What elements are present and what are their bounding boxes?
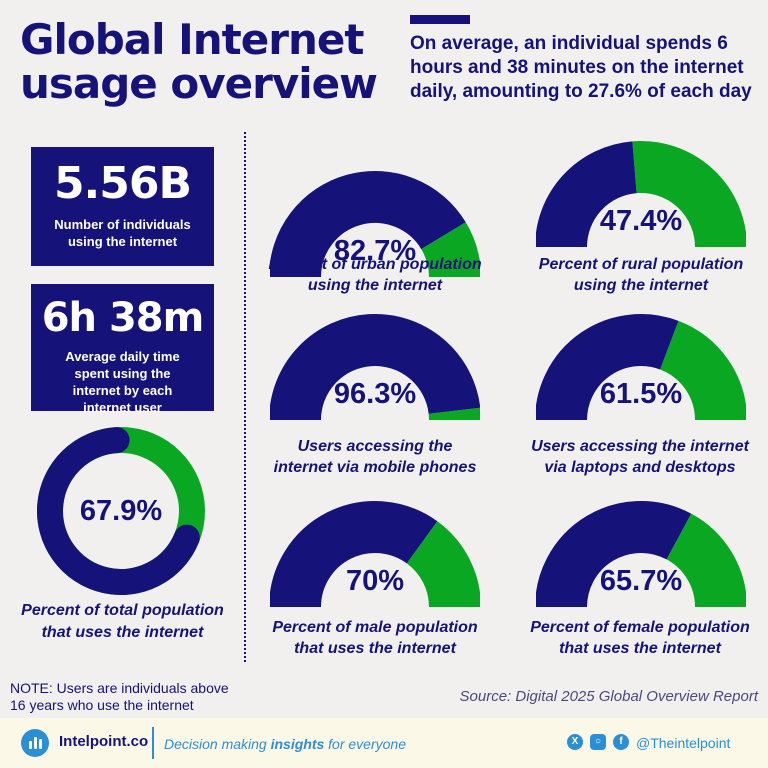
gauge-caption-line-2: using the internet xyxy=(307,277,443,294)
gauge-remainder-arc xyxy=(659,320,746,422)
donut-value-arc xyxy=(37,427,200,595)
stat-card-time: 6h 38m Average daily time spent using th… xyxy=(31,284,214,415)
gauge-value-arc xyxy=(536,501,692,609)
tagline: Decision making insights for everyone xyxy=(164,736,406,752)
gauge-remainder-arc xyxy=(428,407,480,421)
gauge-caption-mobile: Users accessing the internet via mobile p… xyxy=(250,436,500,478)
gauge-female: 65.7% xyxy=(536,500,746,610)
gauge-caption-line-2: that uses the internet xyxy=(294,640,456,657)
title-line-1: Global Internet xyxy=(20,15,364,64)
subtitle: On average, an individual spends 6 hours… xyxy=(410,33,752,102)
title-line-2: usage overview xyxy=(20,59,378,108)
stat-value-time: 6h 38m xyxy=(41,295,205,341)
gauge-value-arc xyxy=(270,171,466,279)
bar-chart-logo-icon xyxy=(21,729,49,757)
stat-label-users: Number of individuals using the internet xyxy=(54,217,191,249)
gauge-caption-female: Percent of female population that uses th… xyxy=(512,617,768,659)
note: NOTE: Users are individuals above 16 yea… xyxy=(10,680,229,714)
gauge-value-arc xyxy=(270,314,480,421)
gauge-caption-urban: Percent of urban population using the int… xyxy=(250,254,500,296)
social-handle[interactable]: @Theintelpoint xyxy=(636,735,731,751)
gauge-remainder-arc xyxy=(405,521,480,609)
gauge-chart-female xyxy=(536,501,746,609)
column-divider xyxy=(244,132,246,662)
gauge-remainder-arc xyxy=(665,513,746,609)
stat-label-time: Average daily time spent using the inter… xyxy=(65,349,180,415)
gauge-percent-label: 96.3% xyxy=(333,378,417,410)
facebook-icon[interactable]: f xyxy=(613,734,629,750)
footer-divider xyxy=(152,727,154,759)
tagline-emphasis: insights xyxy=(270,736,325,752)
gauge-mobile: 96.3% xyxy=(270,313,480,423)
gauge-laptop: 61.5% xyxy=(536,313,746,423)
gauge-value-arc xyxy=(536,314,679,422)
donut-chart xyxy=(37,427,205,595)
gauge-percent-label: 70% xyxy=(345,565,405,597)
note-line-2: 16 years who use the internet xyxy=(10,697,194,713)
gauge-urban: 82.7% xyxy=(270,170,480,280)
accent-bar xyxy=(410,15,470,24)
source-citation: Source: Digital 2025 Global Overview Rep… xyxy=(459,688,758,705)
gauge-percent-label: 61.5% xyxy=(599,378,683,410)
gauge-percent-label: 65.7% xyxy=(599,565,683,597)
note-line-1: NOTE: Users are individuals above xyxy=(10,680,229,696)
gauge-caption-line-2: internet via mobile phones xyxy=(273,459,477,476)
gauge-remainder-arc xyxy=(420,222,480,279)
gauge-male: 70% xyxy=(270,500,480,610)
gauge-percent-label: 82.7% xyxy=(333,235,417,267)
gauge-chart-urban xyxy=(270,171,480,279)
gauge-percent-label: 47.4% xyxy=(599,205,683,237)
page-title: Global Internet usage overview xyxy=(20,15,378,108)
gauge-caption-line-1: Users accessing the internet xyxy=(531,438,749,455)
gauge-caption-line-1: Percent of female population xyxy=(530,619,750,636)
gauge-chart-laptop xyxy=(536,314,746,422)
x-icon[interactable]: X xyxy=(567,734,583,750)
gauge-chart-male xyxy=(270,501,480,609)
gauge-caption-laptop: Users accessing the internet via laptops … xyxy=(512,436,768,478)
gauge-caption-line-2: using the internet xyxy=(573,277,709,294)
gauge-caption-line-2: via laptops and desktops xyxy=(544,459,736,476)
gauge-caption-rural: Percent of rural population using the int… xyxy=(516,254,766,296)
donut-total-population: 67.9% xyxy=(36,426,206,596)
gauge-caption-line-1: Users accessing the xyxy=(297,438,453,455)
gauge-rural: 47.4% xyxy=(536,140,746,250)
stat-card-users: 5.56B Number of individuals using the in… xyxy=(31,147,214,266)
gauge-value-arc xyxy=(536,141,638,249)
gauge-value-arc xyxy=(270,501,438,609)
brand-name[interactable]: Intelpoint.co xyxy=(59,733,149,750)
stat-value-users: 5.56B xyxy=(53,158,192,209)
tagline-end: for everyone xyxy=(324,736,406,752)
gauge-chart-mobile xyxy=(270,314,480,421)
gauge-caption-male: Percent of male population that uses the … xyxy=(250,617,500,659)
gauge-caption-line-1: Percent of rural population xyxy=(538,256,744,273)
gauge-caption-line-1: Percent of urban population xyxy=(268,256,482,273)
instagram-icon[interactable]: ○ xyxy=(590,734,606,750)
gauge-chart-rural xyxy=(536,141,746,249)
footer: Intelpoint.co Decision making insights f… xyxy=(0,718,768,768)
gauge-caption-line-2: that uses the internet xyxy=(559,640,721,657)
donut-caption: Percent of total population that uses th… xyxy=(21,602,224,641)
donut-percent-label: 67.9% xyxy=(79,495,163,527)
gauge-caption-line-1: Percent of male population xyxy=(272,619,478,636)
tagline-start: Decision making xyxy=(164,736,271,752)
gauge-remainder-arc xyxy=(632,141,746,249)
